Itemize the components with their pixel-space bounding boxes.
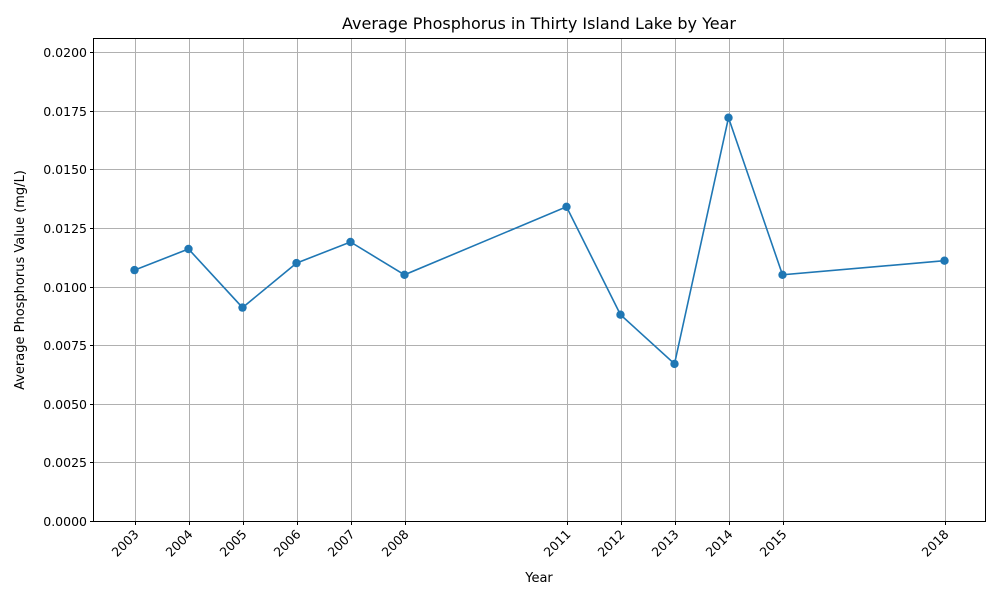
chart-title: Average Phosphorus in Thirty Island Lake… — [342, 14, 736, 33]
x-tick-label: 2004 — [163, 526, 196, 559]
y-tick-label: 0.0025 — [43, 455, 87, 470]
axis-ticks: 0.0000 0.0025 0.0050 0.0075 0.0100 0.0125 0.01… — [43, 45, 951, 560]
x-tick-label: 2014 — [703, 526, 736, 559]
data-point — [130, 265, 139, 275]
data-point — [562, 202, 571, 211]
data-point — [940, 256, 949, 265]
x-tick-label: 2008 — [379, 526, 412, 559]
data-point — [670, 359, 679, 369]
data-point — [778, 270, 787, 279]
data-point — [346, 237, 355, 247]
y-tick-label: 0.0175 — [43, 104, 87, 119]
y-tick-label: 0.0100 — [43, 280, 87, 295]
data-point — [292, 258, 301, 268]
y-tick-label: 0.0050 — [43, 397, 87, 412]
data-point — [184, 244, 193, 254]
x-axis-label: Year — [524, 571, 553, 586]
y-tick-label: 0.0000 — [43, 514, 87, 529]
x-tick-label: 2012 — [595, 527, 628, 560]
x-tick-label: 2011 — [541, 527, 574, 560]
plot-frame — [93, 38, 986, 522]
x-tick-label: 2013 — [649, 527, 682, 560]
x-tick-label: 2007 — [325, 527, 358, 560]
data-point — [616, 310, 625, 319]
y-tick-label: 0.0150 — [43, 162, 87, 177]
y-axis-label: Average Phosphorus Value (mg/L) — [13, 170, 28, 390]
y-tick-label: 0.0075 — [43, 338, 87, 353]
x-tick-label: 2018 — [919, 526, 952, 559]
series-line — [134, 114, 945, 366]
y-tick-label: 0.0200 — [43, 45, 87, 60]
grid — [94, 38, 985, 522]
x-tick-label: 2015 — [757, 527, 790, 560]
series — [130, 113, 949, 369]
data-point — [238, 303, 247, 312]
data-point — [400, 270, 409, 279]
x-tick-label: 2003 — [109, 527, 142, 560]
data-point — [724, 113, 733, 122]
y-tick-label: 0.0125 — [43, 221, 87, 236]
x-tick-label: 2005 — [217, 527, 250, 560]
x-tick-label: 2006 — [271, 526, 304, 559]
